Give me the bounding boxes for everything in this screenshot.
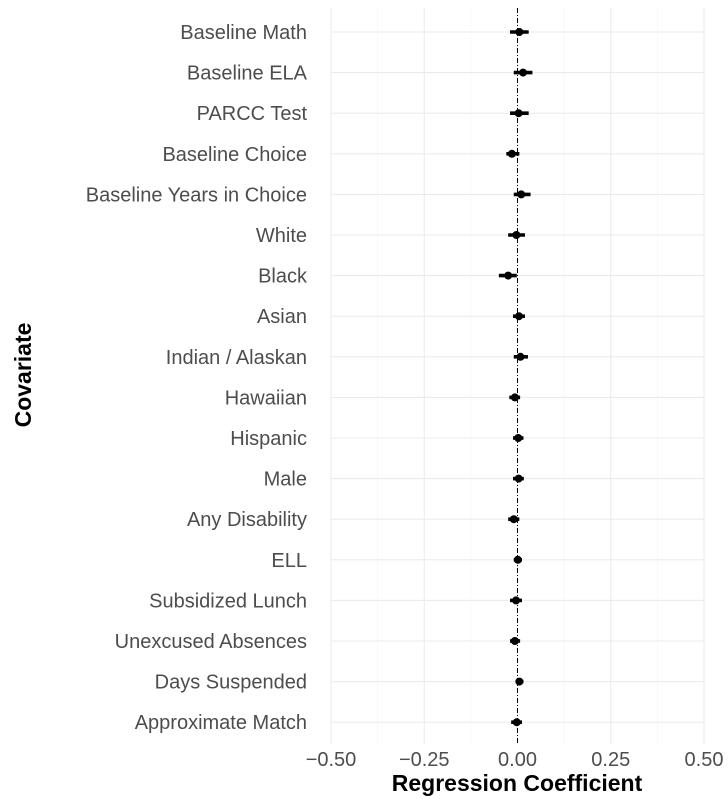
point-estimate bbox=[514, 474, 523, 483]
point-estimate bbox=[510, 637, 519, 645]
point-estimate bbox=[516, 352, 525, 361]
y-tick-label: Unexcused Absences bbox=[115, 631, 307, 653]
x-tick-label: 0.50 bbox=[685, 749, 724, 771]
y-tick-label: Baseline Math bbox=[180, 22, 307, 44]
y-axis-title: Covariate bbox=[10, 323, 36, 428]
y-tick-label: Male bbox=[264, 469, 307, 491]
y-tick-label: ELL bbox=[271, 550, 307, 572]
point-estimate bbox=[513, 555, 522, 564]
y-tick-label: Days Suspended bbox=[155, 672, 307, 694]
point-estimate bbox=[507, 149, 516, 158]
point-estimate bbox=[510, 393, 519, 402]
x-tick-label: −0.25 bbox=[399, 749, 450, 771]
x-tick-label: 0.25 bbox=[591, 749, 630, 771]
x-tick-label: −0.50 bbox=[306, 749, 357, 771]
point-estimate bbox=[515, 677, 524, 686]
x-tick-labels: −0.50 −0.25 0.00 0.25 0.50 bbox=[306, 749, 724, 771]
y-tick-labels: Baseline Math Baseline ELA PARCC Test Basel… bbox=[86, 22, 308, 734]
point-estimate bbox=[517, 190, 526, 199]
point-estimate bbox=[504, 271, 513, 280]
y-tick-label: Approximate Match bbox=[135, 712, 307, 734]
point-estimate bbox=[509, 515, 518, 524]
y-tick-label: Asian bbox=[257, 306, 307, 328]
point-estimate bbox=[514, 434, 523, 442]
estimate-marks bbox=[498, 28, 533, 727]
y-tick-label: White bbox=[256, 225, 307, 247]
point-estimate bbox=[512, 718, 521, 727]
y-tick-label: Baseline Choice bbox=[162, 144, 307, 166]
x-tick-label: 0.00 bbox=[498, 749, 537, 771]
y-tick-label: Any Disability bbox=[187, 509, 307, 531]
point-estimate bbox=[512, 596, 521, 605]
y-tick-label: Indian / Alaskan bbox=[166, 347, 307, 369]
y-tick-label: Hawaiian bbox=[225, 387, 307, 409]
point-estimate bbox=[514, 109, 523, 118]
point-estimate bbox=[512, 231, 521, 239]
point-estimate bbox=[515, 28, 524, 36]
y-tick-label: Subsidized Lunch bbox=[149, 590, 307, 612]
y-tick-label: PARCC Test bbox=[197, 103, 308, 125]
point-estimate bbox=[519, 68, 528, 77]
y-tick-label: Baseline ELA bbox=[187, 63, 308, 85]
y-tick-label: Black bbox=[258, 266, 308, 288]
x-axis-title: Regression Coefficient bbox=[392, 770, 643, 796]
point-estimate bbox=[514, 312, 523, 321]
y-tick-label: Hispanic bbox=[230, 428, 307, 450]
y-tick-label: Baseline Years in Choice bbox=[86, 184, 307, 206]
